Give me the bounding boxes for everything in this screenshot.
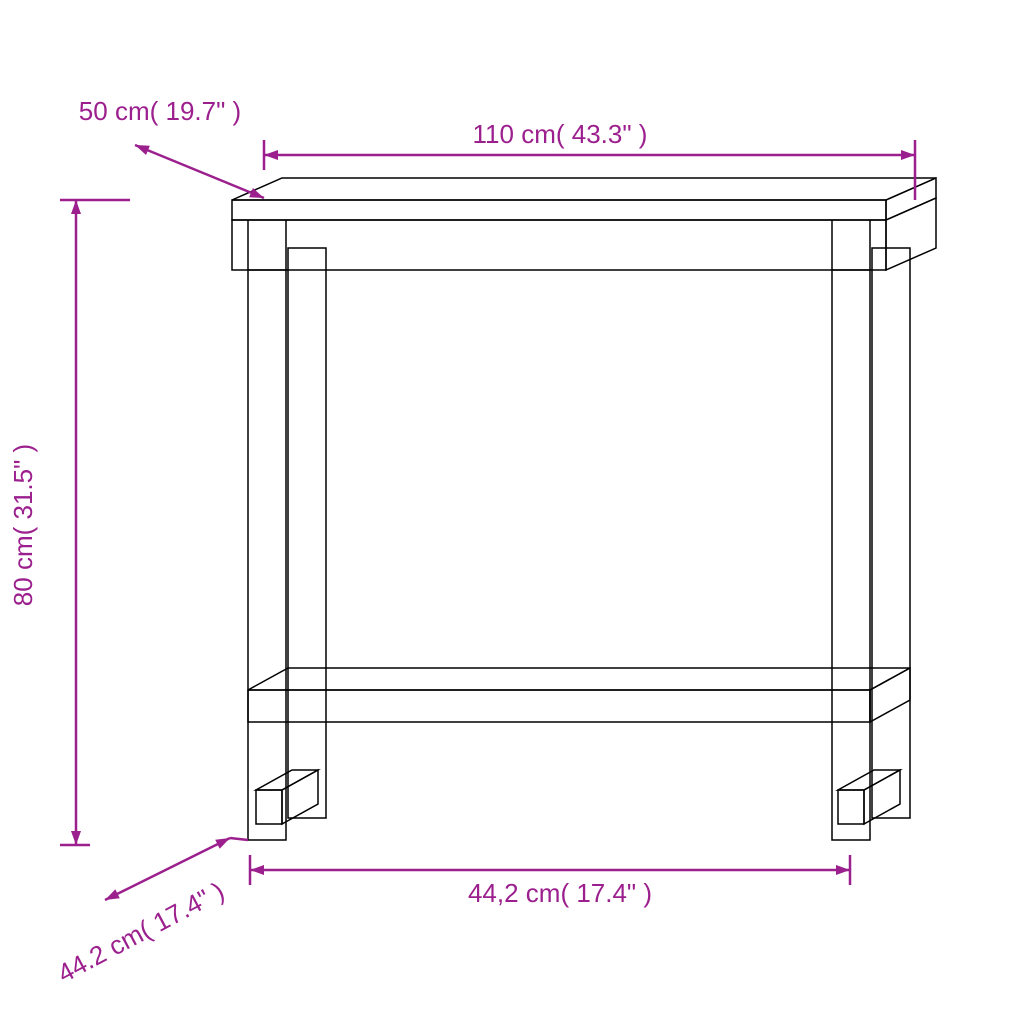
dimension-annotations: 50 cm( 19.7" ) 110 cm( 43.3" ) 80 cm( 31.5… <box>8 96 915 989</box>
dim-label-base-depth: 44.2 cm( 17.4" ) <box>52 876 229 989</box>
dim-label-height: 80 cm( 31.5" ) <box>8 444 38 606</box>
table-line-drawing <box>232 178 936 840</box>
dim-label-base-width: 44,2 cm( 17.4" ) <box>468 878 652 908</box>
dim-label-top-depth: 50 cm( 19.7" ) <box>79 96 241 126</box>
dim-label-top-width: 110 cm( 43.3" ) <box>473 119 648 149</box>
